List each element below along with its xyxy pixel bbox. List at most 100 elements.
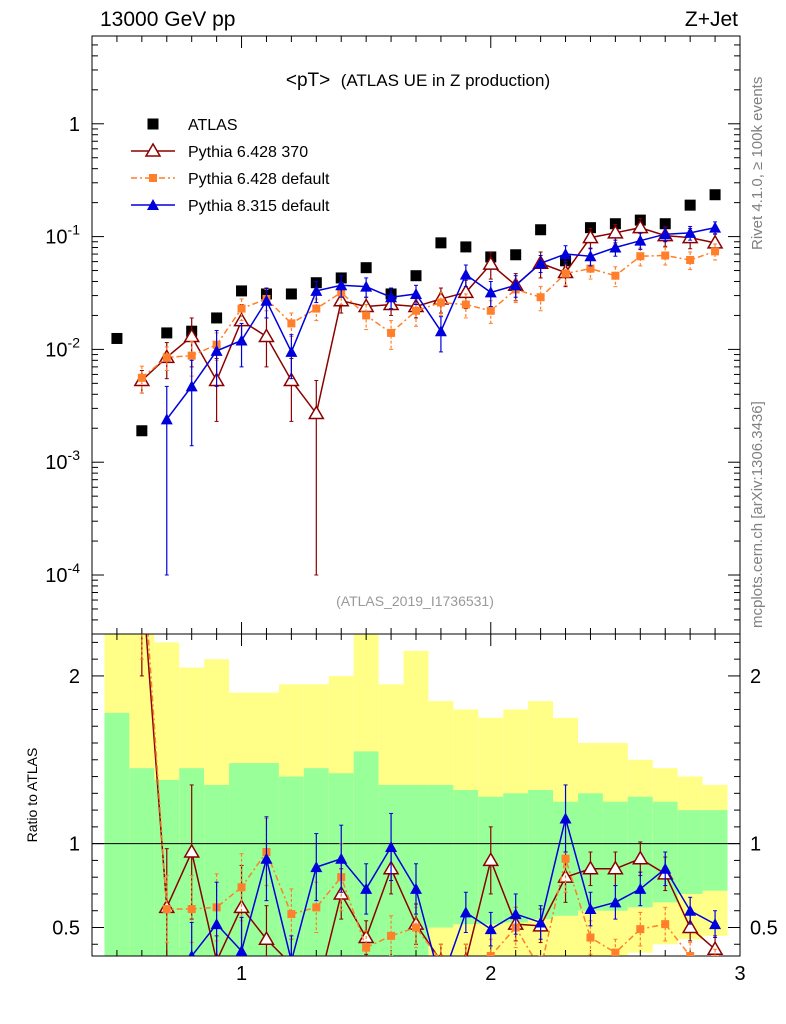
y-tick-label: 10-1 bbox=[45, 222, 80, 249]
ratio-point bbox=[187, 905, 196, 914]
ratio-point bbox=[310, 861, 323, 873]
data-point bbox=[659, 218, 671, 230]
x-tick-label: 3 bbox=[734, 963, 745, 985]
data-point bbox=[510, 249, 522, 261]
ratio-point bbox=[484, 923, 497, 935]
ratio-series-pythia-8-315-default bbox=[161, 784, 722, 1000]
data-point bbox=[162, 353, 171, 362]
series-line bbox=[141, 250, 716, 379]
data-point bbox=[461, 300, 470, 309]
series-pythia-8-315-default bbox=[160, 221, 722, 576]
ratio-point bbox=[686, 952, 695, 956]
y-tick-label-base: 10 bbox=[45, 565, 67, 587]
ratio-point bbox=[210, 918, 223, 930]
data-point bbox=[410, 287, 422, 299]
ratio-point bbox=[237, 883, 246, 892]
data-point bbox=[434, 325, 447, 337]
ratio-point bbox=[681, 919, 699, 934]
data-point bbox=[684, 199, 696, 211]
data-point bbox=[111, 332, 123, 344]
legend-marker bbox=[144, 142, 162, 157]
ratio-point bbox=[586, 933, 595, 942]
series-pythia-6-428-370 bbox=[133, 217, 724, 576]
legend-label: Pythia 6.428 370 bbox=[188, 144, 308, 161]
data-point bbox=[661, 251, 670, 260]
data-point bbox=[435, 237, 447, 249]
data-point bbox=[482, 255, 500, 270]
ratio-y-tick-label: 0.5 bbox=[52, 917, 80, 939]
ratio-point bbox=[309, 988, 323, 1000]
analysis-id: (ATLAS_2019_I1736531) bbox=[336, 593, 494, 609]
plot-title: <pT> (ATLAS UE in Z production) bbox=[286, 70, 550, 91]
data-point bbox=[632, 219, 649, 234]
ratio-line bbox=[145, 634, 716, 956]
band-inner bbox=[528, 789, 554, 920]
y-tick-label-base: 10 bbox=[45, 339, 67, 361]
ratio-y-tick-label: 1 bbox=[750, 834, 761, 856]
ratio-data bbox=[139, 634, 724, 1000]
ratio-point bbox=[482, 851, 500, 867]
ratio-point bbox=[684, 904, 697, 916]
data-point bbox=[211, 312, 223, 324]
data-point bbox=[161, 327, 173, 339]
ratio-point bbox=[459, 906, 472, 918]
plot-title-sub: (ATLAS UE in Z production) bbox=[341, 71, 550, 90]
ratio-point bbox=[661, 920, 670, 929]
ratio-point bbox=[360, 882, 373, 894]
data-point bbox=[582, 229, 599, 244]
data-point bbox=[584, 222, 596, 234]
data-point bbox=[260, 294, 273, 306]
ratio-y-tick-label: 2 bbox=[69, 666, 80, 688]
ratio-point bbox=[534, 916, 547, 928]
data-point bbox=[634, 234, 647, 246]
band-inner bbox=[129, 768, 155, 956]
data-point bbox=[534, 257, 547, 269]
axes: 1 2 310-410-310-210-110.5 0.51 12 2 bbox=[45, 35, 778, 985]
ratio-point bbox=[188, 950, 195, 956]
legend-label: Pythia 8.315 default bbox=[188, 198, 330, 215]
band-inner bbox=[428, 784, 454, 928]
data-point bbox=[308, 405, 325, 420]
data-point bbox=[559, 248, 572, 260]
data-point bbox=[659, 228, 672, 240]
y-tick-label: 10-3 bbox=[45, 447, 80, 474]
data-point bbox=[185, 380, 198, 392]
data-point bbox=[335, 279, 348, 291]
data-point bbox=[636, 252, 645, 261]
ratio-point bbox=[258, 930, 275, 945]
data-point bbox=[236, 285, 248, 297]
data-point bbox=[611, 271, 620, 280]
ratio-point bbox=[561, 854, 570, 863]
data-point bbox=[312, 304, 321, 313]
ratio-y-tick-label: 1 bbox=[69, 834, 80, 856]
data-point bbox=[235, 334, 248, 346]
ratio-point bbox=[287, 910, 296, 919]
data-point bbox=[237, 304, 246, 313]
ratio-point bbox=[636, 925, 645, 934]
legend-entry: Pythia 6.428 370 bbox=[131, 142, 308, 161]
ratio-line bbox=[190, 818, 716, 956]
ratio-ylabel: Ratio to ATLAS bbox=[24, 748, 40, 843]
ratio-point bbox=[162, 905, 171, 914]
data-point bbox=[283, 372, 300, 387]
ratio-point bbox=[711, 955, 720, 956]
data-point bbox=[457, 283, 475, 299]
data-point bbox=[460, 241, 472, 253]
ratio-point bbox=[437, 957, 445, 965]
data-point bbox=[310, 284, 323, 296]
band-inner bbox=[104, 712, 130, 956]
series-pythia-6-428-default bbox=[137, 243, 720, 394]
data-point bbox=[709, 189, 721, 201]
data-point bbox=[385, 291, 398, 303]
ratio-point bbox=[362, 943, 371, 952]
legend-label: ATLAS bbox=[188, 117, 238, 134]
ratio-point bbox=[537, 965, 545, 973]
ratio-point bbox=[161, 989, 173, 1000]
data-point bbox=[360, 280, 373, 292]
data-point bbox=[586, 264, 595, 273]
x-tick-label: 1 bbox=[236, 963, 247, 985]
rivet-version-label: Rivet 4.1.0, ≥ 100k events bbox=[749, 77, 766, 250]
data-point bbox=[210, 344, 223, 356]
data-point bbox=[561, 269, 570, 278]
ratio-point bbox=[509, 908, 522, 920]
